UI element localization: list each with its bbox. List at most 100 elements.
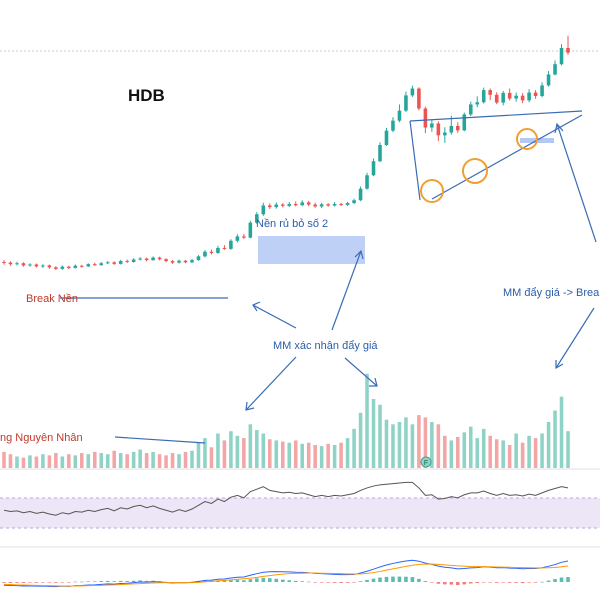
pullback-circle-3 (516, 128, 538, 150)
candle-body (280, 204, 285, 206)
candle-body (546, 74, 551, 86)
candle-body (456, 125, 460, 131)
candle (520, 93, 525, 104)
candle (319, 202, 324, 209)
candle (190, 258, 194, 263)
macd-hist-bar (2, 582, 6, 583)
candle (384, 127, 389, 146)
candle-body (229, 240, 233, 249)
candle-body (105, 262, 110, 264)
volume-bar (86, 454, 91, 468)
arrow-to-volume (245, 356, 297, 411)
volume-bar (339, 442, 343, 468)
candle-body (2, 262, 6, 263)
candle-body (203, 251, 207, 257)
candle (397, 104, 402, 123)
rsi-line (3, 481, 569, 516)
macd-hist-bar (527, 582, 531, 583)
macd-hist-bar (358, 581, 363, 582)
macd-hist-bar (488, 582, 492, 583)
volume-bar (54, 453, 58, 468)
macd-hist-bar (501, 582, 505, 583)
candle-body (125, 261, 129, 263)
arrow-head-base (354, 249, 364, 260)
macd-hist-bar (404, 576, 408, 582)
candle-body (151, 257, 155, 261)
candle-body (397, 110, 402, 121)
volume-bar (566, 431, 570, 468)
macd-hist-bar (125, 581, 129, 582)
candle (125, 259, 129, 263)
candle-body (514, 95, 518, 99)
candle-body (41, 265, 45, 267)
candle-body (47, 265, 52, 268)
volume-bar (430, 422, 434, 468)
macd-hist-bar (34, 582, 39, 583)
candle (21, 262, 26, 267)
macd-hist-bar (397, 576, 402, 582)
candle (41, 264, 45, 268)
candle (540, 82, 544, 98)
candle-body (540, 85, 544, 97)
triangle-top-line (409, 110, 583, 122)
volume-bar (21, 457, 26, 468)
volume-bar (358, 412, 363, 468)
candle (99, 262, 104, 266)
macd-hist-bar (15, 582, 19, 583)
macd-hist-bar (494, 582, 499, 583)
macd-hist-bar (475, 582, 480, 583)
candle-body (235, 236, 240, 241)
macd-hist-bar (280, 579, 285, 582)
candle-body (468, 104, 473, 115)
volume-bar (92, 451, 97, 468)
volume-bar (34, 456, 39, 468)
macd-hist-bar (326, 582, 330, 583)
volume-bar (559, 396, 564, 468)
macd-hist-bar (520, 582, 525, 584)
candle (105, 261, 110, 265)
macd-hist-bar (430, 582, 434, 583)
volume-bar (164, 455, 168, 468)
signal-line (3, 563, 569, 587)
volume-bar (209, 447, 214, 468)
candle (60, 265, 65, 270)
candle-body (501, 92, 505, 103)
candle (2, 260, 6, 265)
candle-body (293, 203, 298, 206)
candle (559, 44, 564, 66)
arrow-head-triangle (554, 122, 564, 134)
flag-badge-circle (420, 456, 432, 468)
candle-body (443, 132, 447, 136)
arrow-to-break (252, 304, 297, 329)
volume-bar (144, 453, 149, 468)
break-base-label: Break Nền (26, 293, 78, 305)
base-2-label: Nền rủ bỏ số 2 (256, 218, 328, 230)
candle-body (462, 114, 467, 131)
macd-hist-bar (468, 582, 473, 584)
candle (306, 200, 311, 207)
candle-body (261, 205, 266, 215)
volume-bar (80, 453, 84, 468)
macd-hist-bar (268, 578, 272, 582)
volume-bar (423, 417, 428, 468)
volume-bar (404, 417, 408, 468)
candle (378, 142, 382, 163)
macd-hist-bar (553, 579, 557, 582)
macd-hist-bar (80, 581, 84, 583)
candle (157, 256, 162, 261)
candle-body (306, 202, 311, 205)
volume-bar (300, 443, 304, 468)
volume-bar (28, 455, 32, 468)
volume-bar (468, 426, 473, 468)
volume-bar (436, 424, 441, 468)
candle (313, 202, 317, 208)
candle-body (423, 108, 428, 128)
candle-body (255, 214, 259, 223)
candle-body (410, 88, 415, 96)
candle-body (475, 102, 480, 105)
candle-body (417, 88, 421, 109)
volume-bar (125, 454, 129, 468)
macd-hist-bar (105, 580, 110, 582)
candle-body (170, 261, 175, 263)
